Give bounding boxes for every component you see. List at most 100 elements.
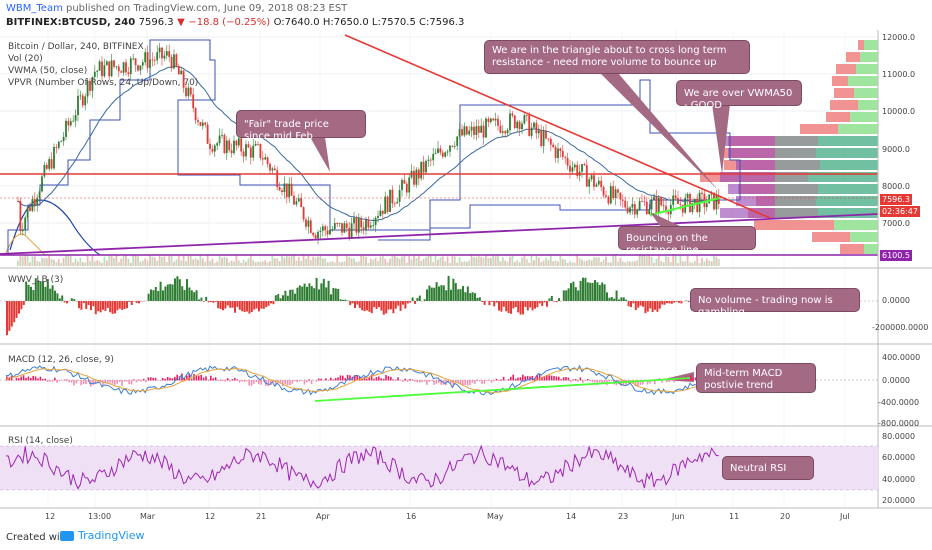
tradingview-brand[interactable]: TradingView xyxy=(60,529,144,542)
wwv-bar xyxy=(327,280,330,301)
legend-vpvr[interactable]: VPVR (Number Of Rows, 24, Up/Down, 70) xyxy=(8,78,199,88)
price-tick: 12000.0 xyxy=(882,33,916,42)
volume-bar xyxy=(197,259,199,266)
wwv-bar xyxy=(649,301,652,309)
wwv-bar xyxy=(452,278,455,301)
candle-body xyxy=(461,129,463,136)
legend-vwma[interactable]: VWMA (50, close) xyxy=(8,66,88,76)
author-link[interactable]: WBM_Team xyxy=(6,3,63,14)
macd-hist-bar xyxy=(157,380,159,381)
candle-body xyxy=(422,161,425,173)
volume-bar xyxy=(369,258,372,266)
macd-hist-bar xyxy=(97,380,99,384)
volume-bar xyxy=(300,260,303,266)
wwv-bar xyxy=(411,297,414,301)
candle-body xyxy=(686,193,689,199)
volume-bar xyxy=(396,257,399,266)
published-text: published on TradingView.com, June 09, 2… xyxy=(62,3,348,14)
candle-body xyxy=(665,205,667,212)
macd-hist-bar xyxy=(315,380,318,382)
candle-body xyxy=(715,195,718,210)
vpvr-up-bar xyxy=(860,52,878,62)
macd-hist-bar xyxy=(349,375,351,381)
pointer-fair xyxy=(310,137,330,172)
wwv-bar xyxy=(260,301,263,309)
candle-body xyxy=(405,183,408,193)
macd-hist-bar xyxy=(195,375,198,381)
macd-hist-bar xyxy=(51,380,54,382)
macd-hist-bar xyxy=(260,380,262,385)
wwv-bar xyxy=(390,301,392,310)
candle-body xyxy=(156,52,159,61)
macd-hist-bar xyxy=(375,377,378,381)
tradingview-label: TradingView xyxy=(78,529,145,542)
wwv-bar xyxy=(678,301,680,303)
wwv-bar xyxy=(397,301,400,306)
macd-hist-bar xyxy=(368,377,370,381)
macd-hist-bar xyxy=(490,380,493,383)
volume-bar xyxy=(237,260,240,266)
macd-hist-bar xyxy=(529,376,531,381)
macd-hist-bar xyxy=(174,376,176,381)
vpvr-down-bar xyxy=(832,76,848,86)
candle-body xyxy=(444,152,447,157)
candle-body xyxy=(211,149,214,152)
wwv-bar xyxy=(651,301,654,312)
macd-hist-bar xyxy=(682,379,685,381)
candle-body xyxy=(708,194,711,204)
volume-bar xyxy=(98,261,101,266)
wwv-bar xyxy=(171,284,174,301)
wwv-bar xyxy=(178,279,181,301)
volume-bar xyxy=(708,260,711,266)
volume-bar xyxy=(144,258,147,266)
legend-macd[interactable]: MACD (12, 26, close, 9) xyxy=(8,355,114,365)
candle-body xyxy=(470,126,473,131)
volume-bar xyxy=(26,254,29,266)
candle-body xyxy=(84,96,87,106)
volume-bar xyxy=(686,255,689,266)
wwv-bar xyxy=(212,301,215,303)
macd-hist-bar xyxy=(476,379,478,381)
macd-hist-bar xyxy=(481,380,483,384)
volume-bar xyxy=(446,256,449,266)
macd-hist-bar xyxy=(255,380,258,383)
vpvr-histogram xyxy=(700,40,878,254)
wwv-bar xyxy=(606,292,608,301)
legend-vol[interactable]: Vol (20) xyxy=(8,54,43,64)
vpvr-down-bar xyxy=(858,40,864,50)
macd-hist-bar xyxy=(63,379,66,381)
rsi-line xyxy=(5,444,719,490)
wwv-bar xyxy=(190,290,193,301)
candle-body xyxy=(189,87,192,95)
wwv-bar xyxy=(656,301,659,312)
volume-bar xyxy=(689,262,691,266)
price-tick: 9000.0 xyxy=(882,145,910,154)
candle-body xyxy=(168,51,171,57)
candle-body xyxy=(74,115,77,121)
time-tick: Mar xyxy=(140,512,156,521)
wwv-bar xyxy=(150,289,152,301)
volume-bar xyxy=(672,254,675,266)
volume-bar xyxy=(549,254,552,266)
legend-rsi[interactable]: RSI (14, close) xyxy=(8,436,73,446)
wwv-bar xyxy=(30,286,32,301)
volume-bar xyxy=(261,261,264,266)
macd-hist-bar xyxy=(493,380,495,382)
volume-bar xyxy=(60,262,63,266)
candle-body xyxy=(516,121,519,129)
wwv-bar xyxy=(337,288,340,301)
legend-wwv[interactable]: WWV_LB (3) xyxy=(8,275,64,285)
candle-body xyxy=(559,148,562,151)
volume-bar xyxy=(595,257,598,266)
wwv-bar xyxy=(680,301,683,304)
wwv-bar xyxy=(262,301,265,309)
macd-hist-bar xyxy=(570,380,572,383)
candle-body xyxy=(17,200,19,202)
pointer-bounce xyxy=(650,212,680,226)
candle-body xyxy=(194,108,197,121)
macd-hist-bar xyxy=(630,380,632,382)
macd-hist-bar xyxy=(308,379,310,381)
candle-body xyxy=(660,197,663,206)
macd-hist-bar xyxy=(238,380,241,383)
macd-hist-bar xyxy=(591,380,594,383)
